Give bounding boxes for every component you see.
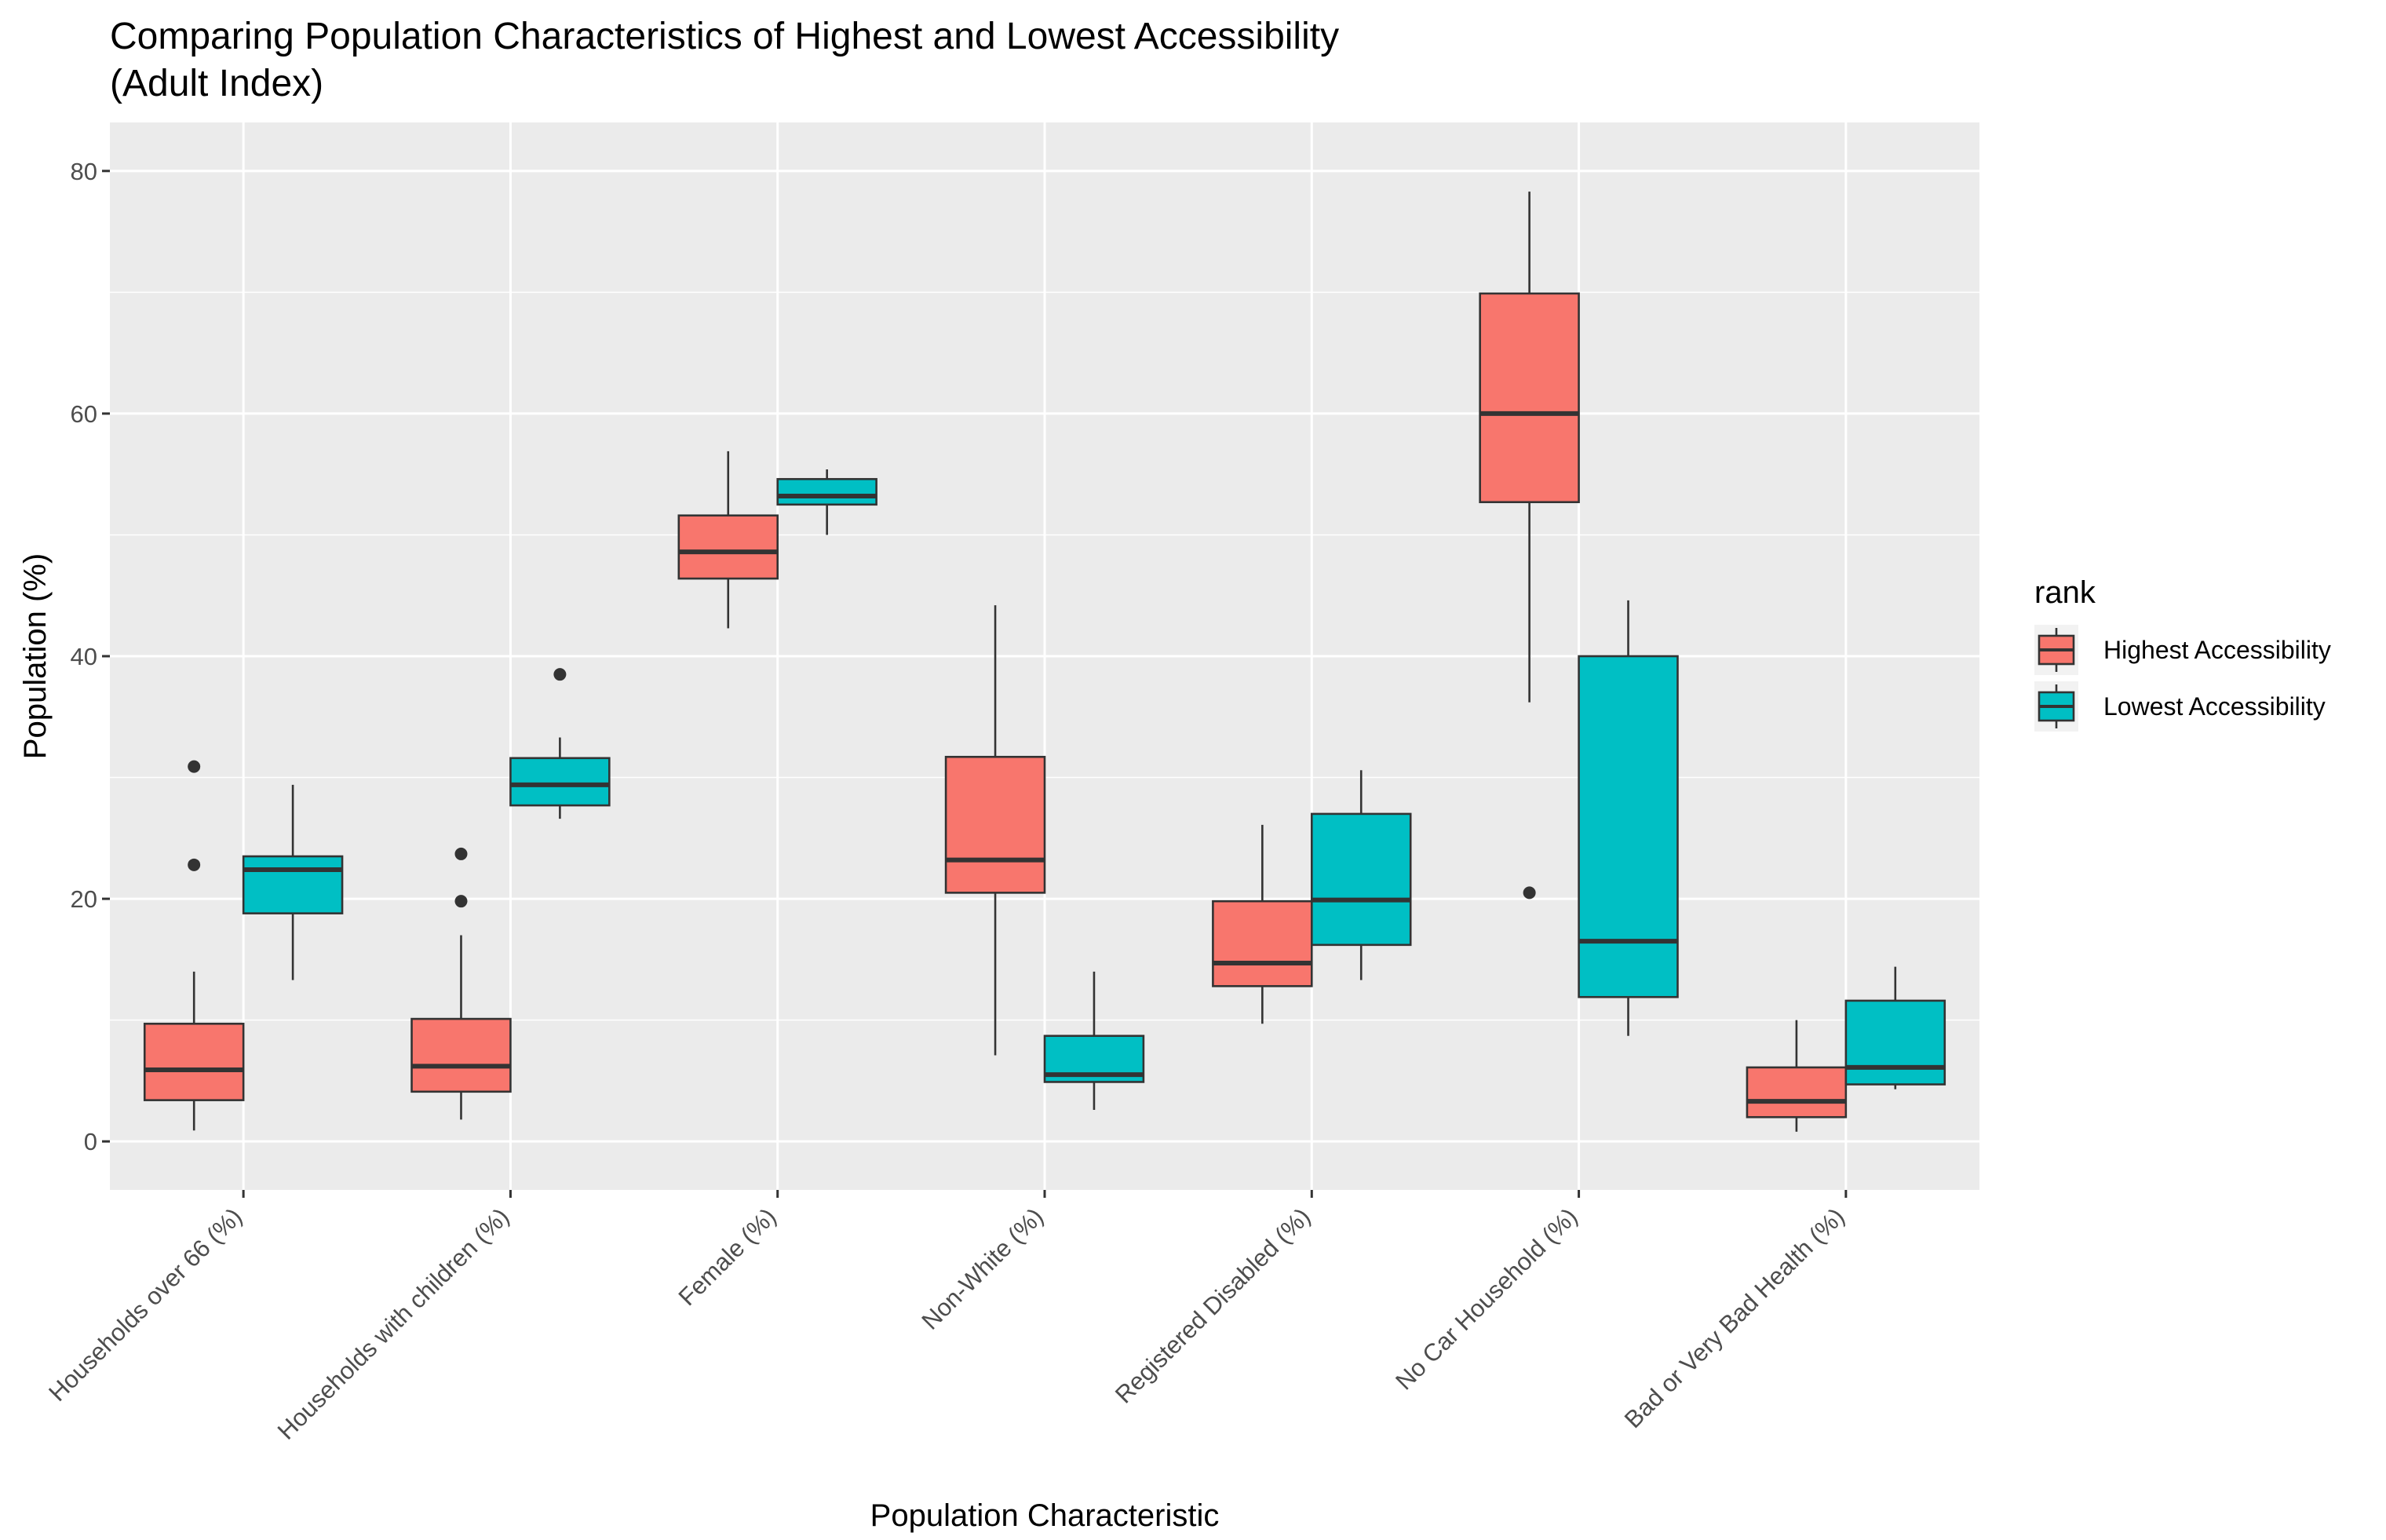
box-group <box>1844 966 1946 1089</box>
box <box>944 755 1046 894</box>
box-group <box>1578 600 1679 1036</box>
box <box>1212 900 1313 987</box>
box-group <box>1746 1020 1848 1132</box>
outlier-point <box>454 847 468 860</box>
x-tick-label: Households with children (%) <box>272 1202 515 1445</box>
legend-title: rank <box>2034 575 2096 610</box>
box <box>143 1022 245 1101</box>
x-tick-label: Bad or Very Bad Health (%) <box>1619 1202 1850 1433</box>
box-group <box>944 605 1046 1056</box>
box-group <box>677 451 779 629</box>
box <box>1844 999 1946 1086</box>
x-axis-title: Population Characteristic <box>870 1498 1220 1533</box>
x-tick-label: Female (%) <box>673 1202 782 1311</box>
outlier-point <box>454 895 468 908</box>
box <box>1578 655 1679 998</box>
x-tick-label: No Car Household (%) <box>1390 1202 1582 1395</box>
box-group <box>1479 192 1580 900</box>
x-tick-label: Registered Disabled (%) <box>1110 1202 1315 1408</box>
legend-item: Highest Accessibility <box>2034 625 2331 675</box>
outlier-point <box>188 858 201 871</box>
box <box>410 1017 512 1093</box>
y-tick-label: 20 <box>71 885 97 913</box>
x-tick-label: Households over 66 (%) <box>43 1202 247 1407</box>
box-group <box>143 760 245 1131</box>
legend: rank Highest Accessibility Lowest Accessi… <box>2034 575 2331 732</box>
y-tick-label: 40 <box>71 643 97 670</box>
box <box>1746 1066 1848 1119</box>
boxplot-marks <box>143 192 1946 1132</box>
legend-label: Highest Accessibility <box>2103 636 2331 664</box>
box-group <box>1212 824 1313 1024</box>
outlier-point <box>188 760 201 773</box>
box <box>1479 292 1580 504</box>
outlier-point <box>1523 886 1536 900</box>
box-group <box>1310 770 1412 980</box>
y-axis-title: Population (%) <box>18 553 53 759</box>
box-group <box>509 668 611 819</box>
y-axis: 0 20 40 60 80 <box>71 158 110 1155</box>
box-group <box>410 847 512 1120</box>
x-axis: Households over 66 (%) Households with ch… <box>43 1190 1850 1445</box>
chart-title: Comparing Population Characteristics of … <box>110 16 1339 57</box>
box-group <box>776 469 877 535</box>
box-group <box>242 784 344 980</box>
box <box>242 855 344 914</box>
box-group <box>1043 971 1145 1110</box>
box <box>776 478 877 506</box>
legend-label: Lowest Accessibility <box>2103 692 2326 721</box>
box <box>1310 812 1412 947</box>
box <box>677 514 779 580</box>
outlier-point <box>553 668 567 681</box>
legend-item: Lowest Accessibility <box>2034 681 2326 732</box>
y-tick-label: 0 <box>84 1128 97 1155</box>
y-tick-label: 80 <box>71 158 97 185</box>
x-tick-label: Non-White (%) <box>916 1202 1048 1334</box>
box <box>509 757 611 807</box>
y-tick-label: 60 <box>71 400 97 428</box>
chart-subtitle: (Adult Index) <box>110 63 323 104</box>
